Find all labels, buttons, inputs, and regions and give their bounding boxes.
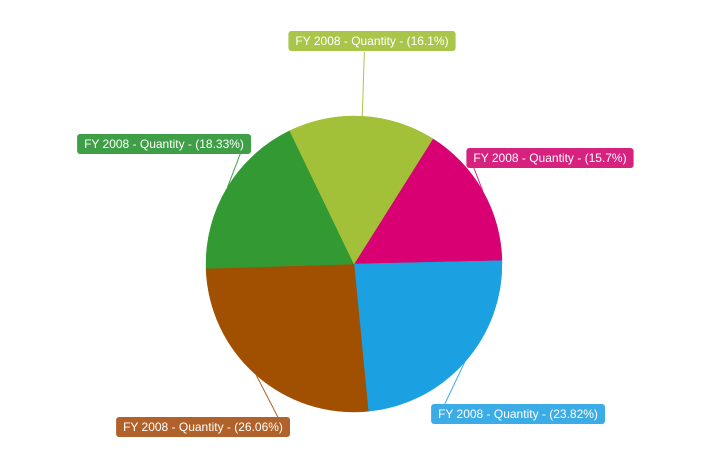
data-label-text: FY 2008 - Quantity - (16.1%)	[295, 34, 448, 48]
leader-line	[361, 51, 365, 117]
data-label: FY 2008 - Quantity - (15.7%)	[466, 148, 634, 168]
data-label-text: FY 2008 - Quantity - (15.7%)	[473, 151, 626, 165]
data-label-text: FY 2008 - Quantity - (18.33%)	[84, 137, 244, 151]
pie-slice[interactable]	[289, 115, 434, 265]
pie-slice[interactable]	[353, 138, 503, 265]
pie-slice[interactable]	[205, 263, 369, 413]
pie-slice[interactable]	[353, 260, 503, 412]
data-label-box	[116, 417, 290, 437]
data-label: FY 2008 - Quantity - (18.33%)	[77, 134, 251, 154]
data-label-text: FY 2008 - Quantity - (23.82%)	[438, 407, 598, 421]
data-label: FY 2008 - Quantity - (26.06%)	[116, 417, 290, 437]
data-labels: FY 2008 - Quantity - (15.7%) FY 2008 - Qu…	[77, 31, 634, 437]
data-label: FY 2008 - Quantity - (23.82%)	[431, 404, 605, 424]
data-label-box	[431, 404, 605, 424]
data-label-box	[77, 134, 251, 154]
data-label-text: FY 2008 - Quantity - (26.06%)	[123, 420, 283, 434]
pie-slice[interactable]	[205, 130, 355, 269]
data-label-box	[288, 31, 456, 51]
data-label-box	[466, 148, 634, 168]
data-label: FY 2008 - Quantity - (16.1%)	[288, 31, 456, 51]
pie-slices	[205, 115, 503, 413]
